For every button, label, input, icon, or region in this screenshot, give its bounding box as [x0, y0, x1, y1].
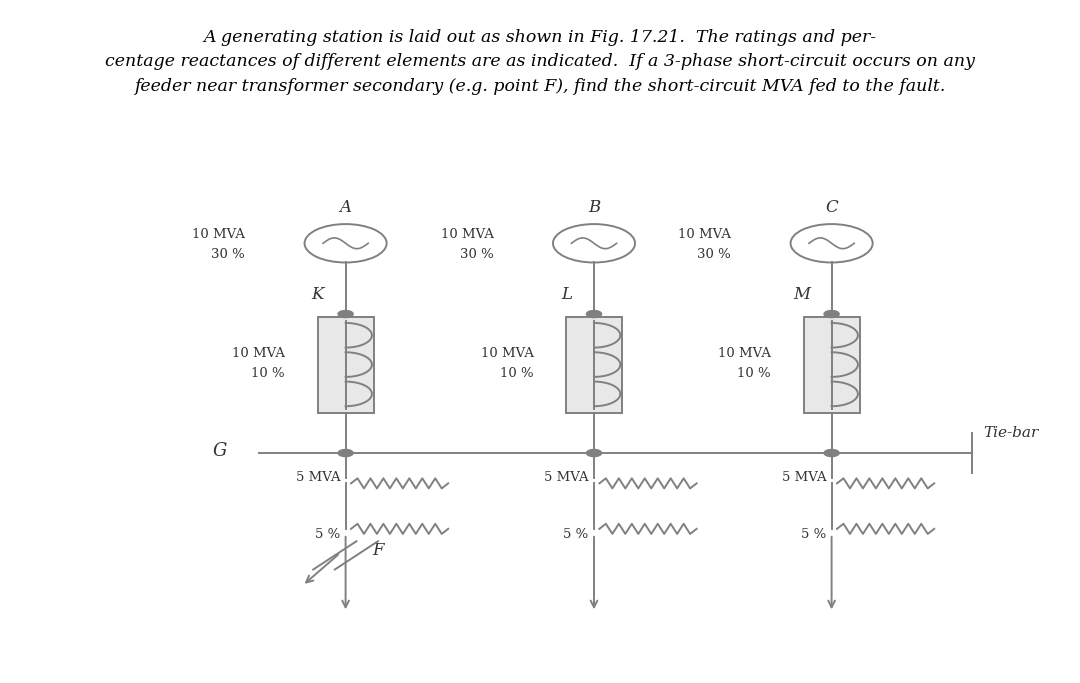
- Text: A: A: [339, 199, 352, 217]
- Text: 10 MVA: 10 MVA: [718, 347, 771, 360]
- Text: 10 %: 10 %: [500, 367, 534, 380]
- Text: G: G: [213, 441, 227, 460]
- Circle shape: [586, 449, 602, 456]
- Text: 5 MVA: 5 MVA: [544, 471, 589, 484]
- Text: 10 MVA: 10 MVA: [441, 227, 494, 240]
- Text: M: M: [793, 286, 810, 303]
- Circle shape: [338, 311, 353, 318]
- Bar: [566, 316, 622, 413]
- Text: 30 %: 30 %: [212, 248, 245, 261]
- Circle shape: [824, 449, 839, 456]
- Circle shape: [824, 311, 839, 318]
- Text: Tie-bar: Tie-bar: [983, 426, 1038, 440]
- Text: 10 MVA: 10 MVA: [481, 347, 534, 360]
- Text: 30 %: 30 %: [698, 248, 731, 261]
- Bar: [804, 316, 860, 413]
- Text: B: B: [588, 199, 600, 217]
- Text: 10 %: 10 %: [252, 367, 285, 380]
- Text: 5 %: 5 %: [315, 529, 340, 542]
- Text: K: K: [312, 286, 324, 303]
- Text: 10 MVA: 10 MVA: [678, 227, 731, 240]
- Text: 5 %: 5 %: [801, 529, 826, 542]
- Circle shape: [338, 449, 353, 456]
- Text: 30 %: 30 %: [460, 248, 494, 261]
- Bar: [318, 316, 374, 413]
- Text: 10 %: 10 %: [738, 367, 771, 380]
- Circle shape: [586, 311, 602, 318]
- Text: C: C: [825, 199, 838, 217]
- Text: 5 MVA: 5 MVA: [296, 471, 340, 484]
- Text: L: L: [562, 286, 572, 303]
- Text: 5 %: 5 %: [564, 529, 589, 542]
- Text: F: F: [373, 542, 384, 559]
- Text: A generating station is laid out as shown in Fig. 17.21.  The ratings and per-
c: A generating station is laid out as show…: [105, 29, 975, 96]
- Text: 10 MVA: 10 MVA: [232, 347, 285, 360]
- Text: 5 MVA: 5 MVA: [782, 471, 826, 484]
- Text: 10 MVA: 10 MVA: [192, 227, 245, 240]
